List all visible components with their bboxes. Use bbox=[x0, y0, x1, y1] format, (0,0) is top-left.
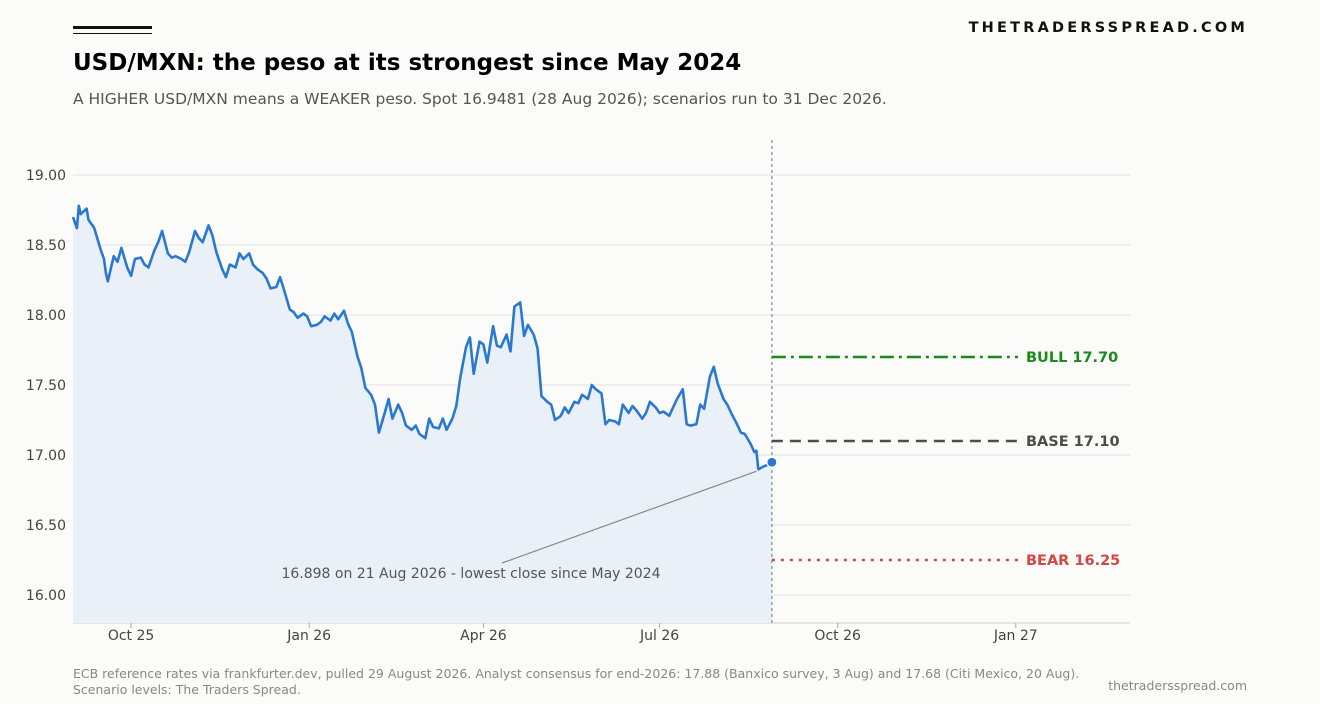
y-axis: 16.00 16.50 17.00 17.50 18.00 18.50 19.00 bbox=[26, 168, 66, 604]
source-footnote: ECB reference rates via frankfurter.dev,… bbox=[73, 666, 1080, 697]
y-tick-label: 16.00 bbox=[26, 588, 66, 604]
x-tick-label: Oct 26 bbox=[814, 628, 861, 644]
x-axis: Oct 25 Jan 26 Apr 26 Jul 26 Oct 26 Jan 27 bbox=[73, 622, 1130, 644]
x-tick-label: Oct 25 bbox=[108, 628, 154, 644]
y-tick-label: 17.00 bbox=[26, 448, 66, 464]
price-area-fill bbox=[73, 205, 772, 624]
header-rule-thick bbox=[73, 26, 152, 29]
y-tick-label: 17.50 bbox=[26, 378, 66, 394]
y-tick-label: 18.50 bbox=[26, 238, 66, 254]
y-tick-label: 18.00 bbox=[26, 308, 66, 324]
low-close-annotation: 16.898 on 21 Aug 2026 - lowest close sin… bbox=[281, 566, 660, 582]
scenario-label-bear: BEAR 16.25 bbox=[1026, 553, 1120, 569]
annotation-leader-line bbox=[501, 470, 757, 564]
chart-subtitle: A HIGHER USD/MXN means a WEAKER peso. Sp… bbox=[73, 90, 887, 108]
x-tick-label: Apr 26 bbox=[460, 628, 507, 644]
scenario-label-bull: BULL 17.70 bbox=[1026, 350, 1118, 366]
spot-point[interactable] bbox=[766, 456, 778, 468]
spot-connector bbox=[769, 461, 773, 465]
scenario-levels: BULL 17.70 BASE 17.10 BEAR 16.25 bbox=[771, 350, 1120, 569]
y-tick-label: 16.50 bbox=[26, 518, 66, 534]
y-tick-label: 19.00 bbox=[26, 168, 66, 184]
x-tick-label: Jan 26 bbox=[286, 628, 331, 644]
chart-title: USD/MXN: the peso at its strongest since… bbox=[73, 50, 742, 76]
brand-wordmark[interactable]: THETRADERSSPREAD.COM bbox=[968, 20, 1248, 36]
scenario-label-base: BASE 17.10 bbox=[1026, 434, 1120, 450]
x-tick-label: Jul 26 bbox=[639, 628, 679, 644]
price-series-line bbox=[71, 204, 771, 471]
footer-site-link[interactable]: thetradersspread.com bbox=[1108, 678, 1247, 693]
header-rule-thin bbox=[73, 33, 152, 34]
x-tick-label: Jan 27 bbox=[993, 628, 1038, 644]
